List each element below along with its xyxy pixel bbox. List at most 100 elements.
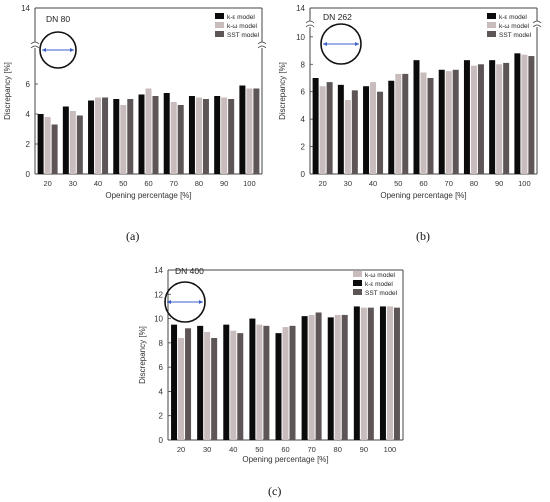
bar: [249, 318, 256, 440]
bar: [496, 64, 503, 174]
bar: [211, 338, 218, 440]
x-tick-label: 40: [229, 445, 237, 454]
x-axis-title: Opening percentage [%]: [105, 191, 191, 200]
bar: [521, 54, 528, 174]
legend-entry: k-ε model: [227, 14, 255, 21]
bar: [37, 114, 44, 174]
x-tick-label: 90: [220, 179, 228, 188]
bar: [113, 99, 120, 174]
x-tick-label: 30: [344, 179, 352, 188]
bar: [102, 97, 109, 174]
legend-swatch: [353, 280, 362, 286]
bar: [367, 307, 374, 440]
bar: [76, 115, 83, 174]
bar: [528, 56, 535, 174]
legend-swatch: [215, 22, 224, 28]
bar: [334, 314, 341, 440]
bar: [351, 90, 358, 174]
axis-break-gap-right: [533, 21, 541, 27]
x-tick-label: 50: [394, 179, 402, 188]
bar: [127, 99, 134, 174]
bar: [470, 65, 477, 174]
bar: [402, 73, 409, 174]
y-tick-label: 4: [301, 115, 306, 124]
bar: [204, 331, 211, 440]
legend-entry: k-ε model: [365, 281, 393, 288]
bar: [315, 312, 322, 440]
bar: [326, 82, 333, 174]
y-tick-label: 4: [26, 110, 31, 119]
x-tick-label: 70: [307, 445, 315, 454]
bar: [214, 96, 221, 174]
bar: [282, 327, 289, 440]
legend-entry: SST model: [227, 32, 260, 39]
bar: [263, 325, 270, 440]
bar: [177, 105, 184, 174]
x-tick-label: 60: [281, 445, 289, 454]
bar: [360, 307, 367, 440]
bar: [253, 88, 260, 174]
bar: [503, 62, 510, 174]
x-tick-label: 80: [195, 179, 203, 188]
bar: [327, 317, 334, 440]
bar: [312, 78, 319, 174]
pipe-diameter-label: DN 400: [175, 266, 204, 276]
bar: [171, 324, 178, 440]
y-tick-label: 2: [26, 140, 31, 149]
x-tick-label: 70: [170, 179, 178, 188]
diameter-arrowheads-icon: [323, 42, 359, 46]
bar: [353, 306, 360, 440]
bar: [197, 325, 204, 440]
axis-break-left: [305, 20, 315, 28]
pipe-diameter-label: DN 80: [46, 14, 70, 24]
x-tick-label: 90: [360, 445, 368, 454]
y-tick-label: 10: [296, 33, 305, 42]
legend-entry: SST model: [499, 32, 532, 39]
pipe-section-icon: [320, 23, 362, 65]
bar: [308, 314, 315, 440]
bar: [370, 82, 377, 174]
x-tick-label: 40: [369, 179, 377, 188]
legend-entry: SST model: [365, 290, 398, 297]
y-tick-label: 6: [301, 88, 306, 97]
x-tick-label: 20: [177, 445, 185, 454]
x-tick-label: 80: [470, 179, 478, 188]
y-axis-title: Discrepancy [%]: [138, 326, 147, 384]
y-tick-label: 6: [26, 80, 31, 89]
legend-entry: k-ω model: [227, 23, 258, 30]
bar: [289, 325, 296, 440]
x-tick-label: 90: [495, 179, 503, 188]
bar: [188, 96, 195, 174]
x-axis-title: Opening percentage [%]: [380, 191, 466, 200]
bar: [420, 72, 427, 174]
y-axis-title: Discrepancy [%]: [278, 62, 287, 120]
bar: [202, 99, 209, 174]
pipe-section-icon: [39, 31, 77, 69]
bar: [44, 117, 51, 174]
bar: [514, 53, 521, 174]
axis-break-gap-right: [258, 42, 266, 48]
bar: [301, 316, 308, 440]
bar: [452, 69, 459, 174]
x-tick-label: 40: [94, 179, 102, 188]
y-tick-label: 14: [154, 266, 163, 275]
bar: [69, 111, 76, 174]
x-tick-label: 50: [255, 445, 263, 454]
legend-swatch: [487, 22, 496, 28]
y-tick-label: 0: [159, 436, 164, 445]
legend-entry: k-ω model: [499, 23, 530, 30]
x-tick-label: 50: [119, 179, 127, 188]
legend-swatch: [215, 31, 224, 37]
bar: [413, 60, 420, 174]
bar: [377, 91, 384, 174]
bar: [337, 84, 344, 174]
bar: [163, 93, 170, 174]
legend-swatch: [487, 13, 496, 19]
chart-panel-c: 0 2 4 6 8 10 12 14 20 30 40 50 60 70 80 90 100 Opening pe…: [138, 266, 404, 464]
chart-panel-b: 0 2 4 6 8 10 14 20 30 40 50 60 70 80 90 100 Opening perc…: [278, 4, 542, 200]
bar: [386, 306, 393, 440]
y-tick-label: 0: [301, 170, 306, 179]
bar: [393, 307, 400, 440]
bar: [319, 86, 326, 174]
y-tick-label: 2: [301, 143, 306, 152]
